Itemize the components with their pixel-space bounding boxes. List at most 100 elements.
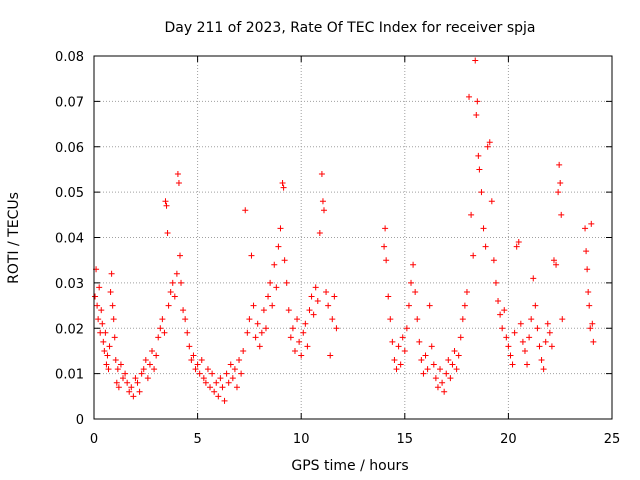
data-point: [231, 366, 238, 373]
data-point: [296, 338, 303, 345]
data-point: [513, 243, 520, 250]
y-tick-label: 0.02: [55, 322, 84, 337]
data-point: [244, 329, 251, 336]
data-point: [117, 361, 124, 368]
data-point: [461, 302, 468, 309]
data-point: [447, 375, 454, 382]
data-point: [455, 352, 462, 359]
data-point: [281, 257, 288, 264]
y-axis-label: ROTI / TECUs: [6, 192, 22, 284]
data-point: [112, 357, 119, 364]
data-point: [171, 293, 178, 300]
data-point: [165, 302, 172, 309]
data-point: [240, 347, 247, 354]
data-point: [318, 170, 325, 177]
data-point: [555, 189, 562, 196]
data-point: [387, 316, 394, 323]
data-point: [441, 388, 448, 395]
data-point: [126, 388, 133, 395]
data-point: [486, 139, 493, 146]
data-point: [159, 316, 166, 323]
data-point: [583, 248, 590, 255]
data-point: [289, 325, 296, 332]
data-point: [186, 343, 193, 350]
data-point: [167, 288, 174, 295]
data-point: [316, 229, 323, 236]
data-point: [105, 366, 112, 373]
data-point: [432, 375, 439, 382]
data-point: [437, 366, 444, 373]
data-point: [207, 384, 214, 391]
x-tick-label: 20: [500, 432, 517, 447]
x-tick-label: 5: [193, 432, 201, 447]
data-point: [320, 207, 327, 214]
data-point: [546, 329, 553, 336]
data-point: [217, 375, 224, 382]
data-point: [164, 229, 171, 236]
data-point: [553, 261, 560, 268]
data-point: [136, 388, 143, 395]
data-point: [219, 384, 226, 391]
data-point: [410, 261, 417, 268]
data-point: [559, 316, 566, 323]
data-point: [198, 357, 205, 364]
data-point: [476, 166, 483, 173]
data-point: [163, 202, 170, 209]
data-point: [144, 375, 151, 382]
data-point: [319, 198, 326, 205]
data-point: [184, 329, 191, 336]
data-point: [445, 357, 452, 364]
data-point: [499, 325, 506, 332]
data-point: [146, 361, 153, 368]
data-point: [449, 361, 456, 368]
data-point: [140, 366, 147, 373]
y-tick-label: 0.04: [55, 232, 84, 247]
data-point: [200, 375, 207, 382]
data-point: [558, 211, 565, 218]
data-point: [95, 316, 102, 323]
data-point: [96, 284, 103, 291]
data-point: [180, 307, 187, 314]
data-point: [209, 370, 216, 377]
data-point: [157, 325, 164, 332]
data-point: [304, 343, 311, 350]
data-point: [252, 334, 259, 341]
data-point: [215, 393, 222, 400]
data-point: [399, 334, 406, 341]
data-point: [122, 370, 129, 377]
data-point: [385, 293, 392, 300]
data-point: [416, 338, 423, 345]
data-point: [248, 252, 255, 259]
data-point: [265, 293, 272, 300]
data-point: [414, 316, 421, 323]
x-axis-tick-labels: 0 5 10 15 20 25: [90, 432, 620, 447]
data-point: [256, 343, 263, 350]
data-point: [505, 343, 512, 350]
data-point: [149, 347, 156, 354]
data-point: [474, 98, 481, 105]
data-point: [488, 198, 495, 205]
data-point: [586, 302, 593, 309]
data-point: [204, 366, 211, 373]
data-point: [466, 93, 473, 100]
data-point: [194, 361, 201, 368]
data-point: [269, 302, 276, 309]
data-point: [451, 347, 458, 354]
data-point: [497, 311, 504, 318]
data-point: [521, 347, 528, 354]
data-point: [584, 266, 591, 273]
data-point: [490, 257, 497, 264]
data-point: [422, 352, 429, 359]
data-point: [495, 298, 502, 305]
axis-ticks: [93, 55, 613, 420]
data-point: [517, 320, 524, 327]
y-tick-label: 0.03: [55, 277, 84, 292]
data-point: [430, 361, 437, 368]
data-point: [333, 325, 340, 332]
data-point: [221, 397, 228, 404]
data-point: [110, 316, 117, 323]
data-point: [101, 347, 108, 354]
data-point: [109, 302, 116, 309]
data-point: [92, 293, 99, 300]
data-points: [92, 57, 597, 404]
